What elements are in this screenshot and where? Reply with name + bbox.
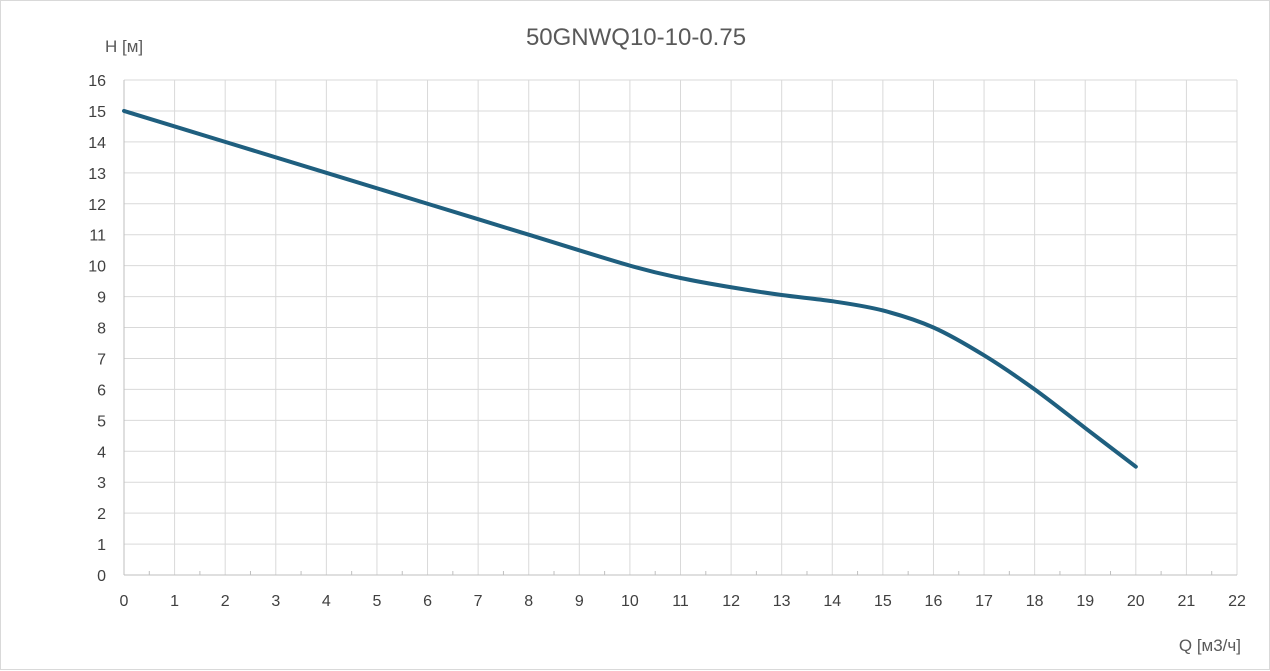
y-tick-label: 15: [88, 104, 106, 121]
y-tick-label: 0: [97, 568, 106, 585]
y-tick-label: 16: [88, 73, 106, 90]
x-tick-label: 14: [823, 593, 841, 610]
chart-title: 50GNWQ10-10-0.75: [526, 24, 746, 51]
y-tick-label: 12: [88, 197, 106, 214]
x-tick-label: 18: [1026, 593, 1044, 610]
x-tick-label: 8: [524, 593, 533, 610]
y-tick-label: 6: [97, 382, 106, 399]
y-tick-label: 14: [88, 135, 106, 152]
x-tick-label: 4: [322, 593, 331, 610]
y-tick-label: 7: [97, 351, 106, 368]
y-tick-label: 1: [97, 537, 106, 554]
x-tick-label: 9: [575, 593, 584, 610]
x-tick-label: 3: [271, 593, 280, 610]
x-tick-label: 7: [474, 593, 483, 610]
x-tick-label: 1: [170, 593, 179, 610]
x-tick-label: 17: [975, 593, 993, 610]
x-tick-label: 22: [1228, 593, 1246, 610]
x-tick-label: 10: [621, 593, 639, 610]
y-tick-label: 4: [97, 444, 106, 461]
x-tick-label: 5: [373, 593, 382, 610]
grid-lines: [124, 80, 1237, 575]
x-tick-label: 19: [1076, 593, 1094, 610]
x-tick-label: 16: [925, 593, 943, 610]
x-tick-label: 13: [773, 593, 791, 610]
x-axis-title: Q [м3/ч]: [1179, 636, 1241, 655]
y-tick-label: 10: [88, 259, 106, 276]
x-tick-label: 11: [672, 593, 689, 610]
y-tick-label: 9: [97, 290, 106, 307]
x-tick-label: 0: [120, 593, 129, 610]
x-tick-label: 20: [1127, 593, 1145, 610]
x-tick-label: 2: [221, 593, 230, 610]
y-tick-label: 5: [97, 413, 106, 430]
x-tick-label: 12: [722, 593, 740, 610]
y-tick-label: 3: [97, 475, 106, 492]
y-tick-label: 8: [97, 321, 106, 338]
y-tick-label: 13: [88, 166, 106, 183]
y-axis-title: H [м]: [105, 37, 143, 56]
x-tick-label: 21: [1178, 593, 1196, 610]
x-tick-label: 15: [874, 593, 892, 610]
y-tick-label: 2: [97, 506, 106, 523]
x-tick-label: 6: [423, 593, 432, 610]
y-tick-label: 11: [89, 228, 106, 245]
